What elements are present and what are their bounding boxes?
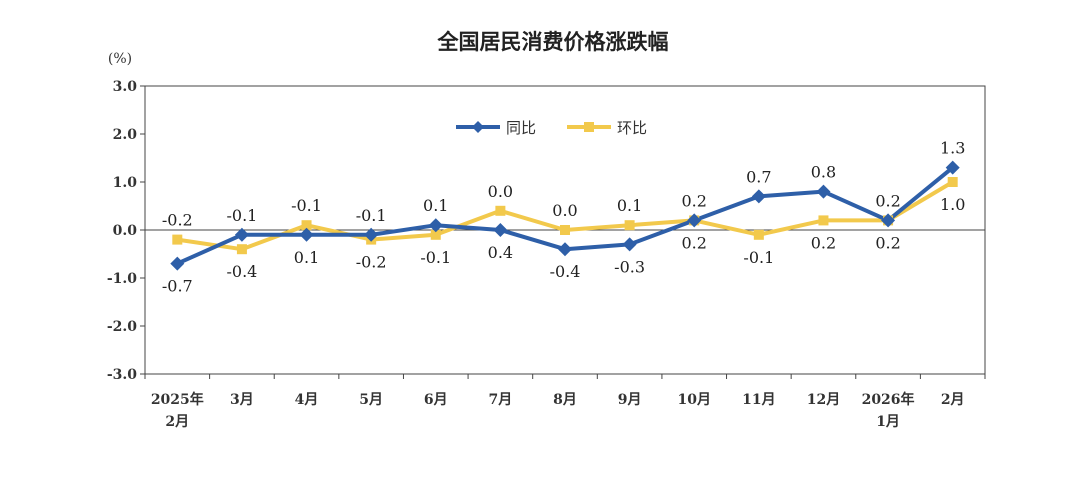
y-tick-label: 1.0	[113, 175, 138, 191]
legend-label: 同比	[506, 119, 536, 137]
yoy-point	[622, 237, 637, 252]
data-label-mom: -0.2	[356, 253, 387, 272]
data-label-mom: -0.1	[743, 248, 774, 267]
yoy-point	[170, 256, 185, 271]
y-tick-label: -3.0	[107, 367, 137, 383]
data-label-mom: 0.1	[617, 196, 642, 215]
mom-point	[301, 220, 312, 231]
data-label-yoy: 0.1	[423, 196, 448, 215]
data-label-yoy: 0.4	[488, 243, 513, 262]
yoy-point	[493, 223, 508, 237]
data-label-mom: -0.1	[291, 196, 322, 215]
legend-marker-diamond	[472, 121, 484, 133]
y-tick-label: 3.0	[113, 79, 138, 95]
mom-point	[172, 234, 183, 245]
x-tick-label: 10月	[677, 392, 710, 408]
yoy-point	[299, 227, 314, 242]
yoy-point	[234, 227, 249, 242]
series-lines: -0.2 -0.7 -0.1 -0.4 -0.1 0.1 -0.1 -0.2 0.1 -0.1 0.…	[162, 139, 966, 296]
x-tick-label: 2月	[941, 392, 965, 408]
x-tick-label: 5月	[359, 392, 383, 408]
data-label-yoy: -0.1	[356, 206, 387, 225]
y-tick-label: 0.0	[113, 223, 138, 239]
data-label-mom: -0.2	[162, 211, 193, 230]
data-label-yoy: 0.7	[746, 167, 771, 186]
x-tick-label: 6月	[424, 392, 448, 408]
mom-point	[495, 205, 506, 216]
mom-point	[236, 244, 247, 255]
yoy-point	[687, 213, 702, 228]
legend-marker-square	[584, 122, 594, 132]
mom-point	[753, 229, 764, 240]
data-label-yoy: 0.2	[682, 191, 707, 210]
mom-point	[430, 229, 441, 240]
data-label-yoy: 0.2	[875, 191, 900, 210]
yoy-point	[751, 189, 766, 204]
data-label-yoy: -0.4	[550, 262, 581, 281]
data-label-yoy: 0.1	[294, 248, 319, 267]
data-label-mom: 0.2	[811, 233, 836, 252]
x-tick-label: 3月	[230, 392, 254, 408]
yoy-point	[881, 213, 896, 228]
x-tick-label: 9月	[618, 392, 642, 408]
data-label-yoy: -0.7	[162, 277, 193, 296]
x-tick-label: 12月	[807, 392, 840, 408]
data-label-mom: 0.2	[875, 233, 900, 252]
data-label-mom: 0.0	[552, 201, 577, 220]
axes: 3.0 2.0 1.0 0.0 -1.0 -2.0 -3.0 2025年 2月 3月 4月 5月 6月 7…	[107, 79, 986, 430]
data-label-mom: -0.1	[420, 248, 451, 267]
yoy-point	[428, 218, 443, 233]
x-tick-label: 4月	[295, 392, 319, 408]
legend-label: 环比	[617, 119, 647, 137]
mom-point	[624, 220, 635, 231]
data-label-yoy: 0.8	[811, 163, 836, 182]
data-label-yoy: -0.1	[226, 206, 257, 225]
x-tick-label: 8月	[553, 392, 577, 408]
yoy-point	[558, 242, 572, 257]
data-label-mom: 0.2	[682, 233, 707, 252]
chart-title: 全国居民消费价格涨跌幅	[437, 30, 669, 54]
data-label-mom: 0.0	[488, 182, 513, 201]
y-tick-label: -1.0	[107, 271, 137, 287]
x-tick-label: 1月	[876, 414, 900, 430]
x-tick-label: 2026年	[862, 391, 915, 408]
x-tick-label: 11月	[742, 392, 775, 408]
yoy-point	[816, 184, 831, 199]
y-axis-unit: (%)	[108, 51, 132, 67]
data-label-mom: -0.4	[226, 262, 257, 281]
data-label-yoy: 1.3	[940, 139, 965, 158]
y-tick-label: -2.0	[107, 319, 137, 335]
mom-point	[947, 177, 958, 187]
legend: 同比 环比	[456, 119, 647, 137]
yoy-point	[364, 227, 379, 242]
mom-point	[560, 225, 570, 235]
y-tick-label: 2.0	[113, 127, 138, 143]
x-tick-label: 7月	[489, 392, 513, 408]
data-label-mom: 1.0	[940, 195, 965, 214]
mom-point	[818, 215, 829, 226]
x-tick-label: 2025年	[151, 391, 204, 408]
data-label-yoy: -0.3	[614, 257, 645, 276]
yoy-point	[945, 160, 960, 175]
x-tick-label: 2月	[165, 414, 189, 430]
